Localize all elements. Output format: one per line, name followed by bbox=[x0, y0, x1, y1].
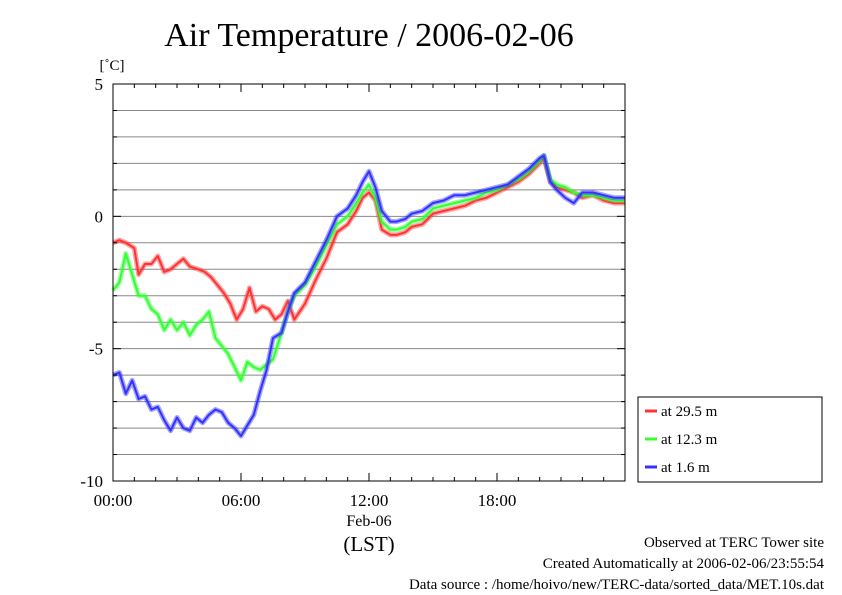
chart-title: Air Temperature / 2006-02-06 bbox=[164, 17, 574, 54]
y-tick-label: -5 bbox=[89, 340, 103, 359]
x-tick-label: 00:00 bbox=[94, 491, 133, 510]
x-axis-label: Feb-06 bbox=[346, 513, 391, 530]
series-line-2 bbox=[112, 154, 625, 437]
series-layer bbox=[111, 153, 625, 439]
legend: at 29.5 m at 12.3 m at 1.6 m bbox=[637, 396, 823, 483]
series-line-1 bbox=[112, 154, 625, 382]
series-line-0 bbox=[112, 157, 625, 321]
legend-box bbox=[637, 396, 823, 483]
footer-source-note: Data source : /home/hoivo/new/TERC-data/… bbox=[408, 577, 824, 593]
legend-label: at 12.3 m bbox=[661, 432, 718, 448]
legend-label: at 1.6 m bbox=[661, 460, 710, 476]
y-tick-label: 0 bbox=[95, 207, 104, 226]
x-tick-label: 12:00 bbox=[350, 491, 389, 510]
x-tick-label: 18:00 bbox=[478, 491, 517, 510]
footer-created-note: Created Automatically at 2006-02-06/23:5… bbox=[542, 556, 824, 572]
y-tick-label: 5 bbox=[95, 75, 104, 94]
footer-site-note: Observed at TERC Tower site bbox=[643, 535, 824, 551]
y-tick-label: -10 bbox=[80, 472, 103, 491]
y-axis-unit-label: [˚C] bbox=[100, 58, 125, 74]
x-axis-unit-label: (LST) bbox=[343, 532, 394, 556]
x-tick-label: 06:00 bbox=[222, 491, 261, 510]
plot-frame bbox=[112, 83, 626, 482]
legend-label: at 29.5 m bbox=[661, 404, 718, 420]
